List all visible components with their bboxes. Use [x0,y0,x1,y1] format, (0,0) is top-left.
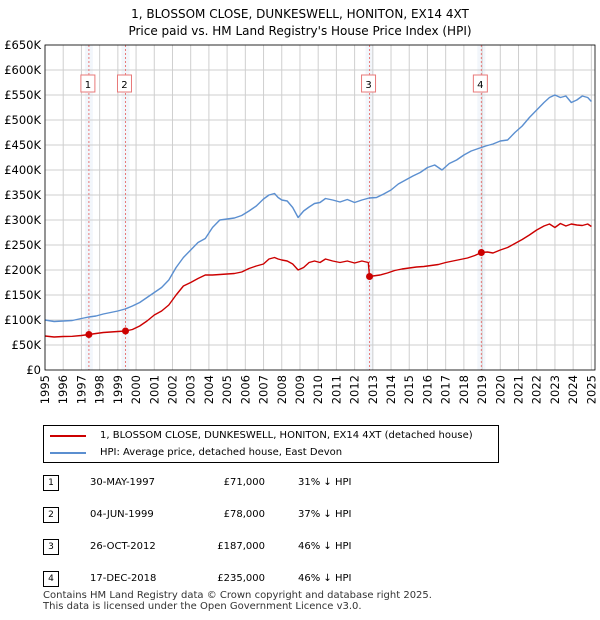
x-tick-label: 2017 [439,375,453,404]
sale-number: 4 [43,571,59,587]
chart-subtitle: Price paid vs. HM Land Registry's House … [128,24,472,38]
sale-marker-box [472,74,488,93]
x-tick-label: 1998 [93,375,107,404]
plot-area [45,45,595,370]
sale-row: 4 17-DEC-2018 £235,000 46% ↓ HPI [0,568,600,592]
sale-point [121,327,129,335]
footer-line: Contains HM Land Registry data © Crown c… [43,590,432,601]
x-tick-label: 2008 [275,375,289,404]
y-tick-label: £200K [4,263,41,277]
sale-price: £187,000 [217,541,265,552]
sale-price: £71,000 [223,477,265,488]
price-paid-series-line [44,222,592,338]
y-tick-label: £100K [4,313,41,327]
chart-title: 1, BLOSSOM CLOSE, DUNKESWELL, HONITON, E… [131,7,469,21]
x-tick-label: 2012 [348,375,362,404]
sale-hpi-diff: 31% ↓ HPI [298,477,352,488]
y-tick-label: £600K [4,63,41,77]
y-tick-label: £550K [4,88,41,102]
price-chart: £0 £50K £100K £150K £200K £250K £300K £350K £400… [4,38,598,404]
sale-band [121,45,130,370]
y-tick-label: £500K [4,113,41,127]
y-tick-label: £50K [12,338,42,352]
y-tick-label: £650K [4,38,41,52]
sale-price: £235,000 [217,573,265,584]
x-tick-label: 2003 [184,375,198,404]
sale-number: 3 [43,539,59,555]
x-tick-label: 2009 [293,375,307,404]
legend-swatch-red [50,435,86,437]
sale-price: £78,000 [223,509,265,520]
y-tick-label: £450K [4,138,41,152]
x-tick-label: 1996 [56,375,70,404]
x-tick-label: 2000 [129,375,143,404]
legend-swatch-blue [50,452,86,454]
sale-hpi-diff: 37% ↓ HPI [298,509,352,520]
sale-band [365,45,374,370]
plot-border [44,44,596,371]
sale-point [85,331,93,338]
y-tick-label: £150K [4,288,41,302]
sale-date: 26-OCT-2012 [90,541,156,552]
footer-copyright: Contains HM Land Registry data © Crown c… [43,590,432,612]
footer-line: This data is licensed under the Open Gov… [43,601,362,612]
x-tick-label: 2005 [220,375,234,404]
x-tick-label: 2004 [202,375,216,404]
legend-label-hpi: HPI: Average price, detached house, East… [100,447,343,458]
sale-row: 2 04-JUN-1999 £78,000 37% ↓ HPI [0,504,600,528]
x-tick-label: 2025 [584,375,598,404]
x-tick-label: 2019 [475,375,489,404]
x-tick-label: 2016 [420,375,434,404]
sale-date: 04-JUN-1999 [90,509,154,520]
sale-row: 3 26-OCT-2012 £187,000 46% ↓ HPI [0,536,600,560]
sale-point [477,249,485,256]
x-tick-label: 2011 [329,375,343,404]
y-tick-label: £300K [4,213,41,227]
y-tick-label: £250K [4,238,41,252]
sale-date: 30-MAY-1997 [90,477,156,488]
x-tick-label: 2024 [566,375,580,404]
x-tick-label: 1995 [38,375,52,404]
y-tick-label: £400K [4,163,41,177]
sale-marker-box [116,74,132,93]
y-tick-label: £0 [26,363,41,377]
sale-band [84,45,93,370]
sale-date: 17-DEC-2018 [90,573,157,584]
sale-number: 1 [43,475,59,491]
y-tick-label: £350K [4,188,41,202]
sale-hpi-diff: 46% ↓ HPI [298,573,352,584]
x-tick-label: 2020 [493,375,507,404]
sale-marker-box [361,74,377,93]
x-tick-label: 1997 [74,375,88,404]
hpi-series-line [44,94,592,323]
x-tick-label: 2021 [512,375,526,404]
sale-band [477,45,486,370]
sale-point [366,273,374,280]
sale-marker-label: 2 [121,80,127,91]
legend-label-price-paid: 1, BLOSSOM CLOSE, DUNKESWELL, HONITON, E… [100,430,473,441]
sale-marker-label: 4 [477,80,483,91]
sale-marker-label: 1 [85,80,91,91]
x-tick-label: 2010 [311,375,325,404]
x-tick-label: 2002 [165,375,179,404]
sale-number: 2 [43,507,59,523]
x-tick-label: 2007 [257,375,271,404]
sale-marker-box [80,74,96,93]
sale-marker-label: 3 [365,80,371,91]
sale-hpi-diff: 46% ↓ HPI [298,541,352,552]
x-tick-label: 1999 [111,375,125,404]
x-tick-label: 2013 [366,375,380,404]
sale-row: 1 30-MAY-1997 £71,000 31% ↓ HPI [0,472,600,496]
x-tick-label: 2014 [384,375,398,404]
x-tick-label: 2015 [402,375,416,404]
chart-legend: 1, BLOSSOM CLOSE, DUNKESWELL, HONITON, E… [43,425,499,463]
x-tick-label: 2001 [147,375,161,404]
x-tick-label: 2023 [548,375,562,404]
x-tick-label: 2022 [530,375,544,404]
x-tick-label: 2006 [238,375,252,404]
x-tick-label: 2018 [457,375,471,404]
